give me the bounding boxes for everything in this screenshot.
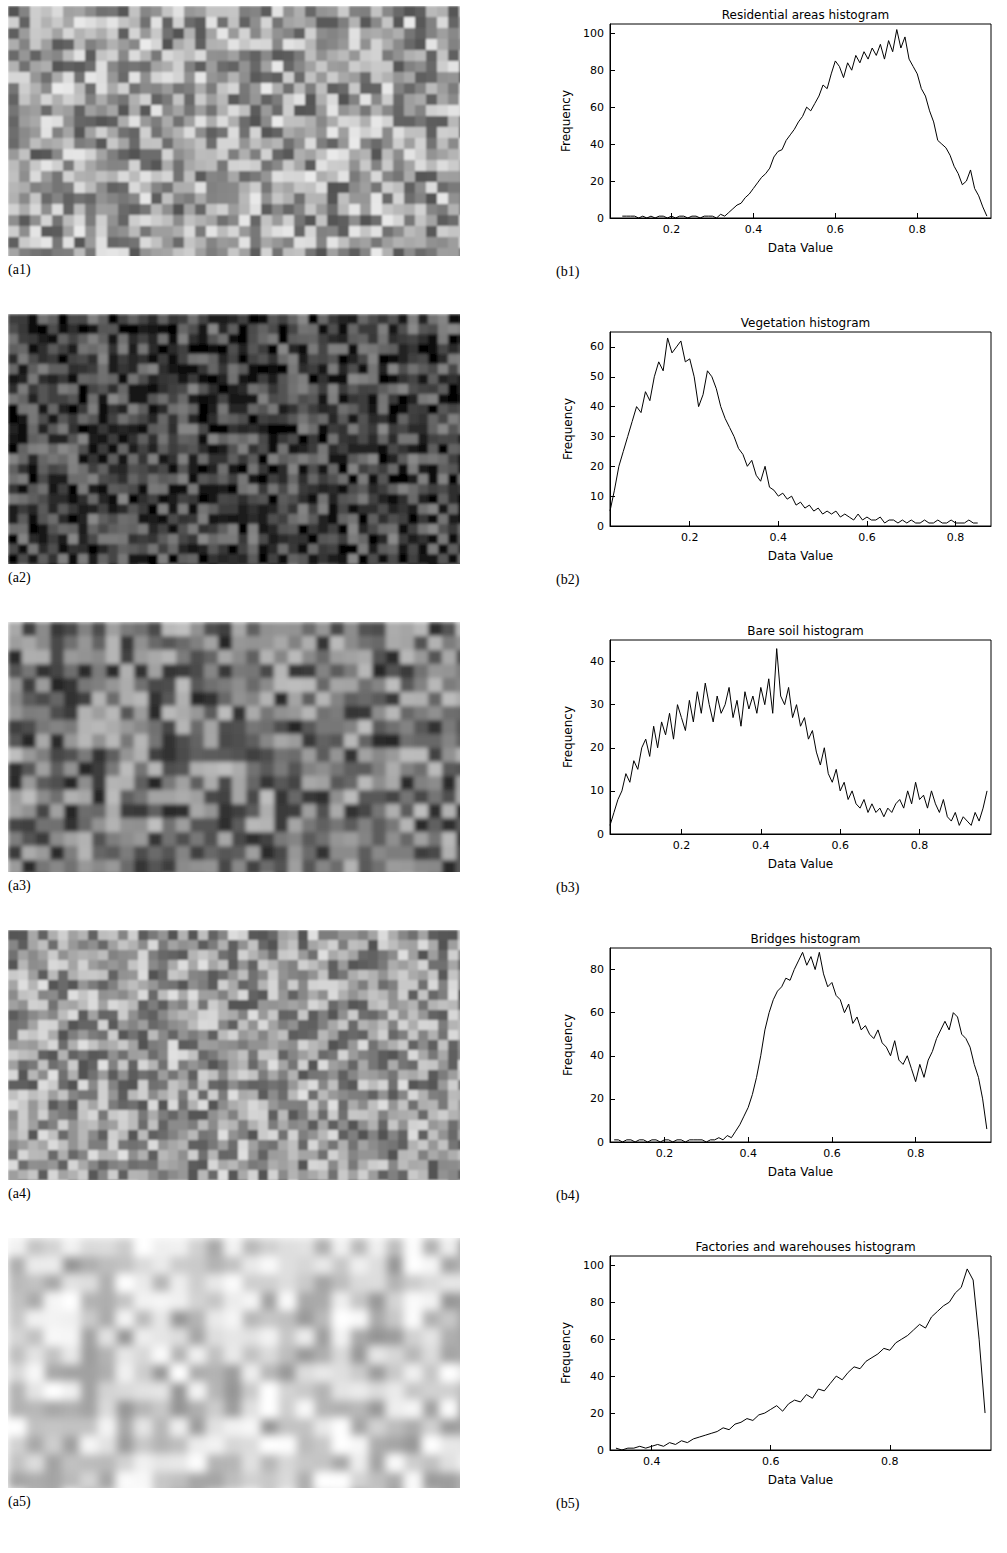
svg-text:Frequency: Frequency	[561, 398, 575, 460]
svg-text:Data Value: Data Value	[768, 549, 833, 563]
svg-text:Bare soil histogram: Bare soil histogram	[747, 624, 863, 638]
svg-text:40: 40	[590, 400, 604, 413]
html-text:(a1): (a1)	[8, 262, 31, 277]
svg-text:0.6: 0.6	[831, 839, 849, 852]
svg-text:60: 60	[590, 101, 604, 114]
svg-text:0.8: 0.8	[881, 1455, 899, 1468]
svg-text:50: 50	[590, 370, 604, 383]
svg-text:20: 20	[590, 1092, 604, 1105]
svg-text:0.2: 0.2	[663, 223, 681, 236]
svg-text:20: 20	[590, 460, 604, 473]
svg-text:0.8: 0.8	[911, 839, 929, 852]
svg-text:40: 40	[590, 1049, 604, 1062]
svg-text:100: 100	[583, 1259, 604, 1272]
svg-text:0: 0	[597, 828, 604, 841]
svg-text:20: 20	[590, 1407, 604, 1420]
svg-text:0.4: 0.4	[745, 223, 763, 236]
svg-text:0.8: 0.8	[947, 531, 965, 544]
svg-text:Residential areas histogram: Residential areas histogram	[722, 8, 890, 22]
svg-text:Data Value: Data Value	[768, 241, 833, 255]
html-text:(a4): (a4)	[8, 1186, 31, 1201]
svg-text:0.8: 0.8	[907, 1147, 925, 1160]
svg-text:80: 80	[590, 64, 604, 77]
svg-text:0: 0	[597, 1444, 604, 1457]
html-text:(b1): (b1)	[556, 264, 580, 279]
svg-text:0: 0	[597, 520, 604, 533]
svg-text:Data Value: Data Value	[768, 857, 833, 871]
svg-text:10: 10	[590, 784, 604, 797]
html-text:(a2): (a2)	[8, 570, 31, 585]
svg-text:100: 100	[583, 27, 604, 40]
svg-text:40: 40	[590, 655, 604, 668]
svg-text:Data Value: Data Value	[768, 1165, 833, 1179]
svg-text:20: 20	[590, 741, 604, 754]
svg-text:40: 40	[590, 138, 604, 151]
svg-text:0.6: 0.6	[858, 531, 876, 544]
svg-text:0.6: 0.6	[762, 1455, 780, 1468]
svg-text:Frequency: Frequency	[559, 1322, 573, 1384]
svg-text:40: 40	[590, 1370, 604, 1383]
svg-text:Frequency: Frequency	[559, 90, 573, 152]
svg-text:10: 10	[590, 490, 604, 503]
svg-text:80: 80	[590, 1296, 604, 1309]
svg-text:20: 20	[590, 175, 604, 188]
svg-text:Vegetation histogram: Vegetation histogram	[741, 316, 870, 330]
svg-text:0.2: 0.2	[656, 1147, 674, 1160]
svg-text:0.4: 0.4	[739, 1147, 757, 1160]
html-text:(b2): (b2)	[556, 572, 580, 587]
svg-text:80: 80	[590, 963, 604, 976]
svg-text:Data Value: Data Value	[768, 1473, 833, 1487]
svg-text:0: 0	[597, 212, 604, 225]
html-text:(b5): (b5)	[556, 1496, 580, 1511]
svg-text:Frequency: Frequency	[561, 706, 575, 768]
svg-text:Bridges histogram: Bridges histogram	[750, 932, 860, 946]
svg-text:0: 0	[597, 1136, 604, 1149]
svg-text:0.4: 0.4	[770, 531, 788, 544]
svg-text:0.2: 0.2	[681, 531, 699, 544]
svg-text:60: 60	[590, 1333, 604, 1346]
html-text:(b3): (b3)	[556, 880, 580, 895]
svg-text:0.2: 0.2	[673, 839, 691, 852]
svg-text:30: 30	[590, 430, 604, 443]
html-text:(b4): (b4)	[556, 1188, 580, 1203]
svg-text:0.6: 0.6	[827, 223, 845, 236]
svg-text:Factories and warehouses histo: Factories and warehouses histogram	[695, 1240, 915, 1254]
svg-text:Frequency: Frequency	[561, 1014, 575, 1076]
svg-text:30: 30	[590, 698, 604, 711]
svg-text:0.4: 0.4	[643, 1455, 661, 1468]
svg-text:0.4: 0.4	[752, 839, 770, 852]
svg-text:0.6: 0.6	[823, 1147, 841, 1160]
svg-text:60: 60	[590, 340, 604, 353]
html-text:(a5): (a5)	[8, 1494, 31, 1509]
svg-text:0.8: 0.8	[909, 223, 927, 236]
svg-text:60: 60	[590, 1006, 604, 1019]
html-text:(a3): (a3)	[8, 878, 31, 893]
